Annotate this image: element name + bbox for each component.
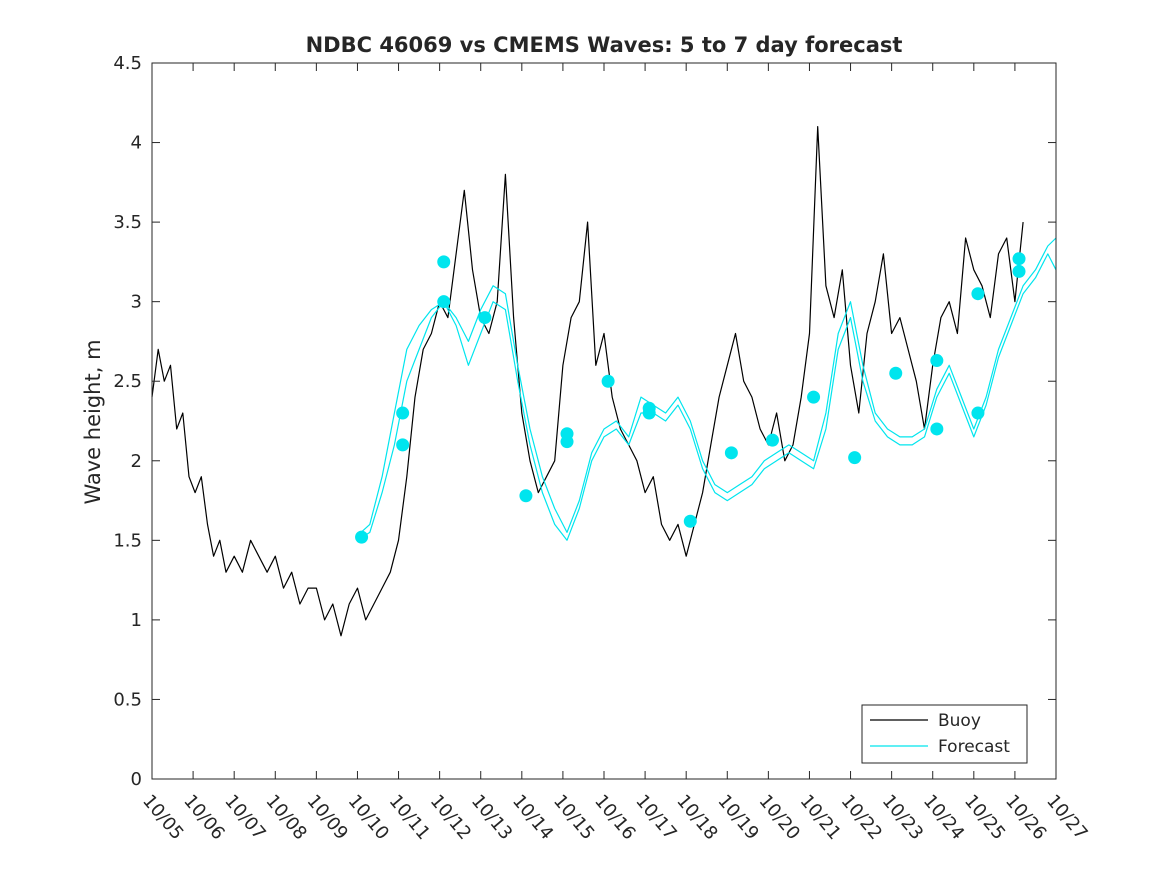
forecast-marker bbox=[355, 530, 369, 544]
forecast-marker bbox=[724, 446, 738, 460]
forecast-marker bbox=[478, 311, 492, 325]
series-line-buoy bbox=[151, 125, 1024, 637]
series-line-forecast-run-2 bbox=[357, 253, 1057, 541]
y-tick-label: 4.5 bbox=[113, 53, 142, 74]
forecast-marker bbox=[437, 255, 451, 269]
y-tick-label: 2 bbox=[131, 451, 142, 472]
forecast-marker bbox=[437, 295, 451, 309]
marker-layer bbox=[355, 252, 1026, 544]
y-tick-label: 1.5 bbox=[113, 530, 142, 551]
forecast-marker bbox=[1012, 252, 1026, 266]
forecast-marker bbox=[807, 390, 821, 404]
y-tick-label: 1 bbox=[131, 610, 142, 631]
forecast-marker bbox=[560, 427, 574, 441]
forecast-marker bbox=[971, 406, 985, 420]
y-tick-label: 4 bbox=[131, 133, 142, 154]
chart-title: NDBC 46069 vs CMEMS Waves: 5 to 7 day fo… bbox=[306, 33, 903, 57]
forecast-marker bbox=[848, 451, 862, 465]
y-tick-label: 0.5 bbox=[113, 689, 142, 710]
legend-label-forecast: Forecast bbox=[938, 737, 1010, 757]
legend-label-buoy: Buoy bbox=[938, 711, 981, 731]
series-layer bbox=[151, 125, 1057, 637]
forecast-marker bbox=[930, 422, 944, 436]
forecast-marker bbox=[971, 287, 985, 301]
legend-box bbox=[861, 704, 1028, 764]
forecast-marker bbox=[396, 438, 410, 452]
y-tick-label: 2.5 bbox=[113, 371, 142, 392]
forecast-marker bbox=[396, 406, 410, 420]
forecast-marker bbox=[683, 514, 697, 528]
y-tick-label: 3.5 bbox=[113, 212, 142, 233]
forecast-marker bbox=[889, 366, 903, 380]
forecast-marker bbox=[642, 401, 656, 415]
forecast-marker bbox=[601, 374, 615, 388]
y-tick-label: 0 bbox=[131, 769, 142, 790]
legend: Buoy Forecast bbox=[861, 704, 1028, 764]
forecast-marker bbox=[1012, 264, 1026, 278]
y-axis-ticks: 0 0.5 1 1.5 2 2.5 3 3.5 4 4.5 bbox=[113, 53, 1056, 790]
y-axis-label: Wave height, m bbox=[81, 339, 105, 504]
forecast-marker bbox=[519, 489, 533, 503]
forecast-marker bbox=[930, 354, 944, 368]
y-tick-label: 3 bbox=[131, 292, 142, 313]
series-line-forecast bbox=[357, 237, 1057, 537]
forecast-marker bbox=[765, 433, 779, 447]
